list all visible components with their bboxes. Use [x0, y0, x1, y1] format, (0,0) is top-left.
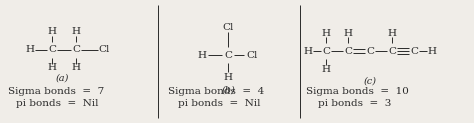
Text: H: H [224, 72, 233, 82]
Text: H: H [198, 51, 207, 60]
Text: (b): (b) [221, 85, 235, 94]
Text: H: H [303, 46, 312, 55]
Text: C: C [224, 51, 232, 60]
Text: C: C [72, 46, 80, 54]
Text: H: H [388, 29, 396, 38]
Text: C: C [366, 46, 374, 55]
Text: H: H [344, 29, 353, 38]
Text: H: H [47, 28, 56, 37]
Text: C: C [344, 46, 352, 55]
Text: H: H [47, 63, 56, 72]
Text: H: H [321, 64, 330, 74]
Text: H: H [428, 46, 437, 55]
Text: H: H [72, 28, 81, 37]
Text: C: C [322, 46, 330, 55]
Text: Cl: Cl [246, 51, 258, 60]
Text: pi bonds  =  3: pi bonds = 3 [318, 100, 392, 108]
Text: H: H [321, 29, 330, 38]
Text: H: H [26, 46, 35, 54]
Text: C: C [410, 46, 418, 55]
Text: C: C [48, 46, 56, 54]
Text: pi bonds  =  Nil: pi bonds = Nil [16, 100, 99, 108]
Text: (a): (a) [55, 74, 69, 83]
Text: (c): (c) [364, 77, 376, 85]
Text: Cl: Cl [222, 23, 234, 31]
Text: Sigma bonds  =  7: Sigma bonds = 7 [8, 86, 104, 95]
Text: H: H [72, 63, 81, 72]
Text: Sigma bonds  =  4: Sigma bonds = 4 [168, 86, 264, 95]
Text: Cl: Cl [98, 46, 109, 54]
Text: Sigma bonds  =  10: Sigma bonds = 10 [306, 86, 409, 95]
Text: pi bonds  =  Nil: pi bonds = Nil [178, 100, 261, 108]
Text: C: C [388, 46, 396, 55]
